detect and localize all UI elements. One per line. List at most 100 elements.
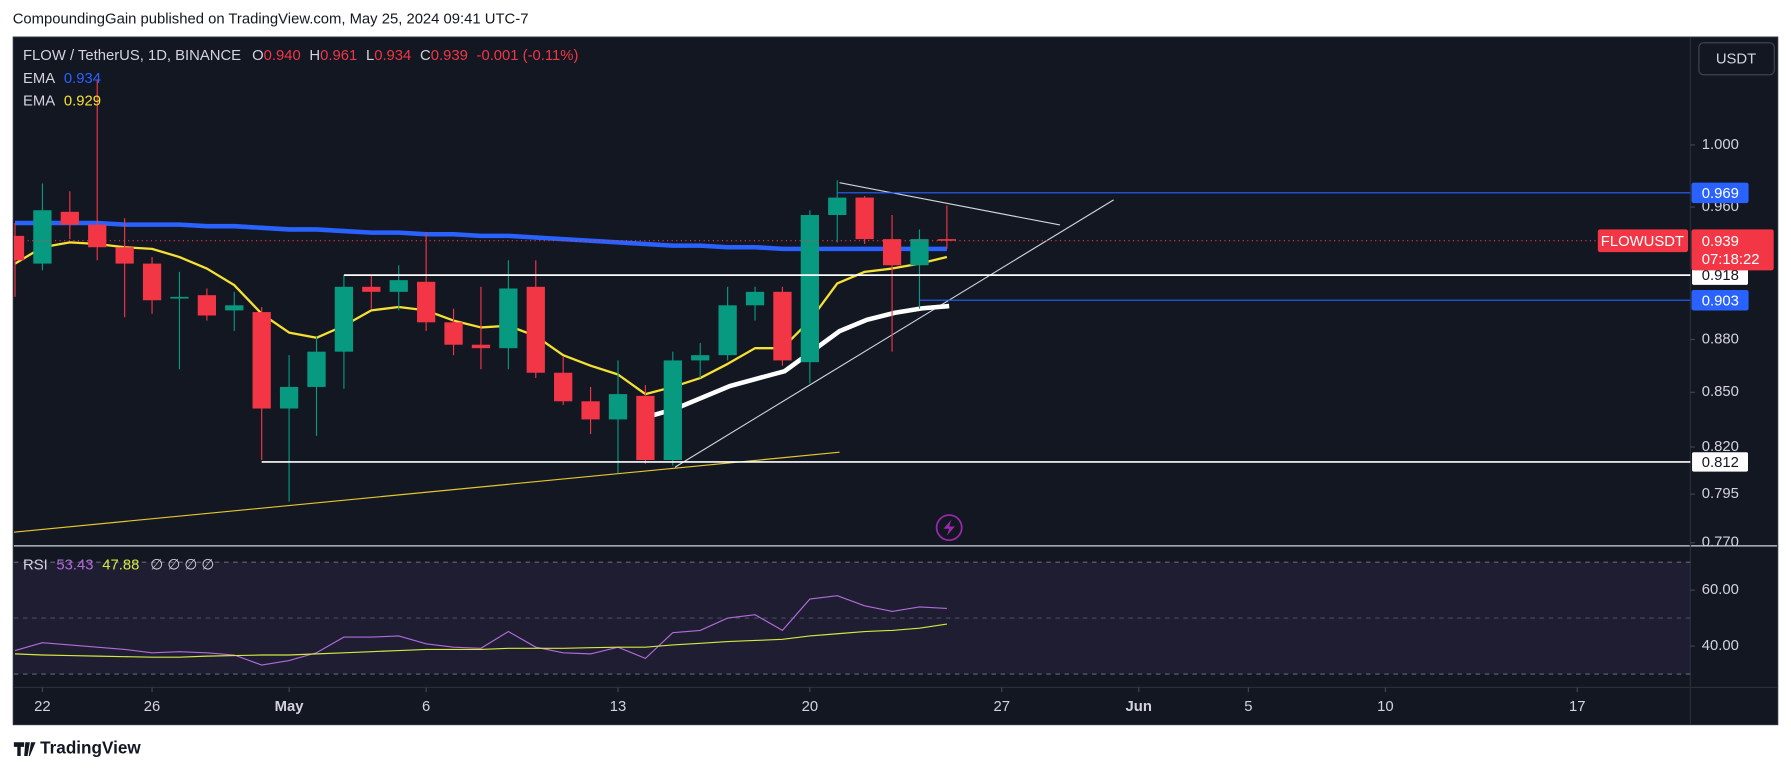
ohlc-key: C xyxy=(420,48,431,64)
rsi-value: 53.43 xyxy=(56,557,93,573)
candle-body xyxy=(416,281,436,323)
price-line-tag xyxy=(1691,289,1749,311)
price-tag-label: 0.939 xyxy=(1702,234,1739,250)
ohlc-value: 0.940 xyxy=(264,48,301,64)
brand: TradingView xyxy=(40,738,141,758)
candle-body xyxy=(389,280,408,292)
legend-name: EMA xyxy=(23,94,55,110)
ohlc-value: 0.939 xyxy=(431,48,468,64)
currency-label: USDT xyxy=(1716,51,1756,67)
rsi-name: RSI xyxy=(23,557,48,573)
price-line-label: 0.969 xyxy=(1702,186,1739,202)
change: -0.001 (-0.11%) xyxy=(477,48,579,64)
y-tick-label: 0.880 xyxy=(1702,331,1739,347)
countdown: 07:18:22 xyxy=(1702,252,1760,268)
candle-body xyxy=(60,211,79,225)
candle-body xyxy=(828,197,847,216)
x-tick-label: 26 xyxy=(144,699,161,715)
candle-body xyxy=(252,312,271,409)
candle-body xyxy=(581,401,600,420)
candle-body xyxy=(882,239,902,266)
candle-body xyxy=(13,235,25,261)
legend-item: EMA 0.934 xyxy=(23,71,101,87)
candle-body xyxy=(33,210,52,264)
candle-body xyxy=(691,355,710,361)
x-tick-label: 6 xyxy=(422,699,430,715)
candle-body xyxy=(554,372,573,402)
indicator-line xyxy=(647,303,950,420)
x-tick-label: 13 xyxy=(610,699,627,715)
y-tick-label: 1.000 xyxy=(1702,137,1739,153)
rsi-line xyxy=(14,595,947,666)
candle-body xyxy=(499,288,518,349)
ohlc-key: H xyxy=(309,48,320,64)
candle-body xyxy=(279,386,299,409)
legend: FLOW / TetherUS, 1D, BINANCE O0.940 H0.9… xyxy=(23,48,578,64)
price-line-tag xyxy=(1690,451,1750,473)
candle-body xyxy=(773,291,792,361)
y-tick-label: 0.850 xyxy=(1702,384,1739,400)
candle-body xyxy=(910,239,929,266)
publisher: CompoundingGain published on TradingView… xyxy=(13,11,529,27)
ema-line xyxy=(15,220,947,252)
x-tick-label: Jun xyxy=(1126,699,1152,715)
trend-line xyxy=(674,199,1114,468)
rsi-band xyxy=(13,562,1691,675)
candle-body xyxy=(115,247,134,264)
candle-body xyxy=(88,224,107,248)
x-tick-label: 20 xyxy=(802,699,819,715)
candle-body xyxy=(526,286,545,373)
price-tag xyxy=(1691,229,1774,271)
x-tick-label: 22 xyxy=(34,699,51,715)
price-line-tag xyxy=(1691,182,1749,204)
main-pane xyxy=(13,79,1691,533)
x-tick-label: 27 xyxy=(993,699,1010,715)
candle-body xyxy=(307,351,326,387)
brand-logo xyxy=(13,742,36,757)
y-tick-label: 0.795 xyxy=(1702,486,1739,502)
legend-item: EMA 0.929 xyxy=(23,94,101,110)
y-tick-label: 0.820 xyxy=(1702,439,1739,455)
ohlc-value: 0.961 xyxy=(320,48,357,64)
x-tick-label: May xyxy=(275,699,305,715)
price-line-label: 0.918 xyxy=(1702,268,1739,284)
price-line-label: 0.812 xyxy=(1702,455,1739,471)
rsi-ma-value: 47.88 xyxy=(102,557,139,573)
y-tick-label: 0.770 xyxy=(1702,535,1739,551)
event-icon[interactable] xyxy=(935,514,963,542)
candle-body xyxy=(745,291,765,306)
legend-value: 0.934 xyxy=(64,71,101,87)
x-tick-label: 17 xyxy=(1569,699,1586,715)
trend-line xyxy=(13,451,840,533)
candle-body xyxy=(142,263,162,301)
candle-body xyxy=(362,286,381,292)
candle-body xyxy=(636,395,655,461)
candle-body xyxy=(800,215,819,363)
rsi-tick-label: 40.00 xyxy=(1702,638,1739,654)
rsi-extra: ∅ ∅ ∅ ∅ xyxy=(150,557,214,573)
legend-value: 0.929 xyxy=(64,94,101,110)
rsi-pane xyxy=(13,561,1691,675)
rsi-ma-line xyxy=(14,623,947,658)
trend-line xyxy=(839,182,1061,226)
ohlc-key: O xyxy=(252,48,264,64)
currency-button[interactable] xyxy=(1698,42,1775,76)
ohlc-value: 0.934 xyxy=(374,48,411,64)
candle-body xyxy=(197,295,217,316)
rsi-tick-label: 60.00 xyxy=(1702,582,1739,598)
candle-body xyxy=(471,344,491,349)
symbol-tag-label: FLOWUSDT xyxy=(1601,234,1684,250)
ohlc-key: L xyxy=(366,48,374,64)
lightning-icon xyxy=(943,519,955,536)
candle-body xyxy=(225,305,244,311)
price-line-label: 0.903 xyxy=(1702,293,1739,309)
symbol-title: FLOW / TetherUS, 1D, BINANCE xyxy=(23,48,241,64)
candle-body xyxy=(718,305,737,356)
candle-body xyxy=(444,322,463,345)
candle-body xyxy=(334,286,354,352)
x-tick-label: 10 xyxy=(1377,699,1394,715)
legend-name: EMA xyxy=(23,71,55,87)
candle-body xyxy=(608,394,628,420)
